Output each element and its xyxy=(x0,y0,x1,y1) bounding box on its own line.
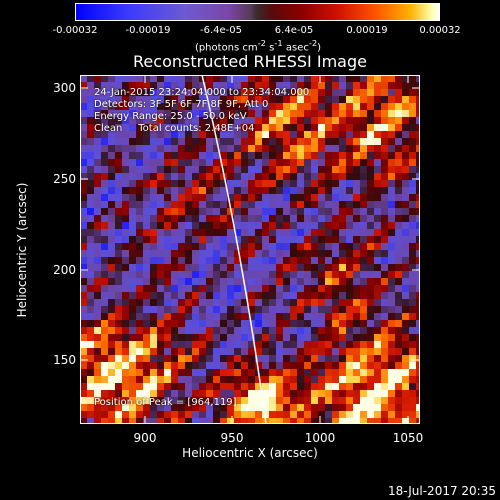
annotation-clean: Clean Total counts: 2.48E+04 xyxy=(94,123,255,134)
colorbar-tick: 0.00019 xyxy=(346,25,388,36)
x-tick-label: 1000 xyxy=(304,431,336,445)
annotation-time-range: 24-Jan-2015 23:24:04.000 to 23:34:04.000 xyxy=(94,87,310,98)
colorbar xyxy=(75,3,440,21)
x-tick-label: 950 xyxy=(220,431,244,445)
y-axis-label: Heliocentric Y (arcsec) xyxy=(15,182,29,318)
colorbar-tick: -0.00019 xyxy=(125,25,171,36)
x-tick-label: 1050 xyxy=(392,431,424,445)
y-tick-label: 300 xyxy=(53,81,76,95)
plot-frame xyxy=(80,75,420,424)
rhessi-image xyxy=(80,75,420,424)
timestamp: 18-Jul-2017 20:35 xyxy=(387,484,496,498)
colorbar-tick: -0.00032 xyxy=(52,25,98,36)
annotation-peak: Position of Peak = [964,119] xyxy=(94,397,237,408)
y-tick-label: 150 xyxy=(53,353,76,367)
annotation-detectors: Detectors: 3F 5F 6F 7F 8F 9F, Att 0 xyxy=(94,99,269,110)
y-tick-label: 250 xyxy=(53,172,76,186)
x-axis-label: Heliocentric X (arcsec) xyxy=(182,446,318,460)
annotation-energy: Energy Range: 25.0 - 50.0 keV xyxy=(94,111,247,122)
x-tick-label: 900 xyxy=(133,431,157,445)
solar-limb-line xyxy=(201,75,267,424)
colorbar-tick: -6.4e-05 xyxy=(200,25,242,36)
colorbar-tick: 6.4e-05 xyxy=(274,25,314,36)
colorbar-tick: 0.00032 xyxy=(419,25,461,36)
colorbar-units: (photons cm-2 s-1 asec-2) xyxy=(194,38,322,54)
plot-title: Reconstructed RHESSI Image xyxy=(133,52,367,71)
y-tick-label: 200 xyxy=(53,263,76,277)
